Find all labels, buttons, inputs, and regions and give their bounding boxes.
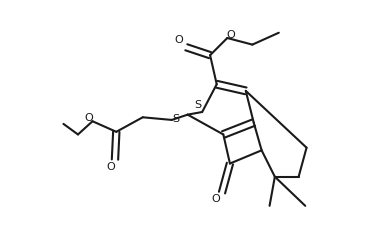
Text: O: O	[226, 30, 235, 40]
Text: O: O	[106, 161, 115, 171]
Text: S: S	[173, 113, 180, 123]
Text: O: O	[84, 113, 93, 123]
Text: O: O	[174, 35, 183, 45]
Text: O: O	[212, 194, 221, 203]
Text: S: S	[195, 100, 202, 110]
